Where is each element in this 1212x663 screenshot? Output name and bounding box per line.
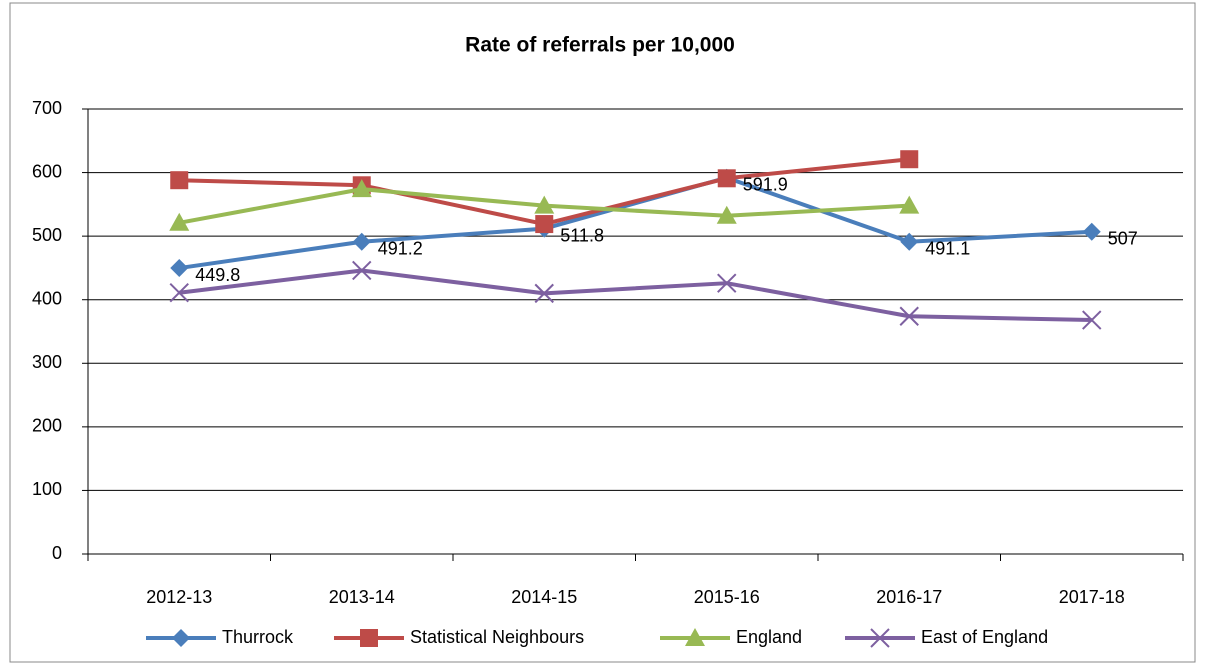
- marker: [169, 212, 190, 231]
- marker: [535, 215, 554, 234]
- marker: [534, 195, 555, 214]
- marker: [360, 629, 378, 647]
- marker: [170, 171, 189, 190]
- series-line: [179, 268, 1092, 323]
- marker: [170, 259, 189, 278]
- y-tick-label: 0: [52, 543, 62, 563]
- marker: [717, 169, 736, 188]
- marker: [534, 283, 554, 304]
- marker: [716, 205, 737, 224]
- marker: [1082, 310, 1102, 330]
- data-label: 507: [1108, 228, 1138, 248]
- data-label: 591.9: [743, 174, 788, 194]
- x-tick-label: 2016-17: [876, 587, 942, 607]
- marker: [900, 150, 919, 169]
- legend-label: Thurrock: [222, 627, 294, 647]
- marker: [717, 273, 737, 293]
- x-tick-label: 2012-13: [146, 587, 212, 607]
- legend-label: Statistical Neighbours: [410, 627, 584, 647]
- y-tick-label: 100: [32, 479, 62, 499]
- marker: [899, 306, 919, 326]
- x-tick-label: 2017-18: [1059, 587, 1125, 607]
- marker: [352, 260, 372, 281]
- y-tick-label: 200: [32, 416, 62, 436]
- marker: [1082, 222, 1101, 241]
- legend-label: East of England: [921, 627, 1048, 647]
- marker: [169, 283, 189, 303]
- x-tick-label: 2015-16: [694, 587, 760, 607]
- marker: [685, 628, 705, 646]
- marker: [870, 628, 890, 648]
- data-label: 449.8: [195, 265, 240, 285]
- y-tick-label: 300: [32, 352, 62, 372]
- y-tick-label: 700: [32, 98, 62, 118]
- marker: [900, 232, 919, 251]
- x-tick-label: 2013-14: [329, 587, 395, 607]
- legend-label: England: [736, 627, 802, 647]
- data-label: 491.1: [925, 239, 970, 259]
- marker: [899, 195, 920, 214]
- y-tick-label: 500: [32, 225, 62, 245]
- marker: [351, 179, 372, 198]
- x-tick-label: 2014-15: [511, 587, 577, 607]
- chart-frame: [9, 2, 1196, 663]
- marker: [352, 232, 371, 251]
- data-label: 491.2: [378, 238, 423, 258]
- y-tick-label: 400: [32, 288, 62, 308]
- marker: [172, 629, 190, 647]
- y-tick-label: 600: [32, 161, 62, 181]
- chart-title: Rate of referrals per 10,000: [465, 34, 735, 57]
- data-label: 511.8: [560, 225, 604, 245]
